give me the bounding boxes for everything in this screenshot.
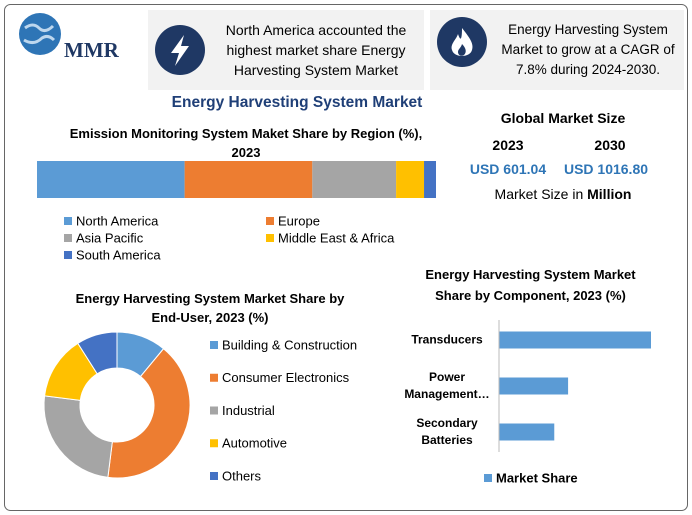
bar-segment	[37, 161, 185, 198]
main-title: Energy Harvesting System Market	[171, 94, 423, 111]
legend-label: Consumer Electronics	[222, 370, 350, 385]
bar	[499, 331, 651, 349]
bar-segment	[396, 161, 425, 198]
legend-label: Asia Pacific	[76, 230, 144, 245]
legend-label: Building & Construction	[222, 337, 357, 352]
legend-label: Market Share	[496, 470, 578, 485]
chart-title: Energy Harvesting System Market Share by…	[75, 291, 345, 325]
legend-label: Europe	[278, 213, 320, 228]
legend-swatch	[64, 217, 72, 225]
chart-title: Energy Harvesting System Market Share by…	[425, 267, 636, 303]
callout-text: Energy Harvesting System Market to grow …	[501, 22, 675, 77]
legend-swatch	[266, 234, 274, 242]
market-size-year: 2023	[492, 137, 524, 153]
donut-slice	[107, 348, 191, 479]
unit-prefix: Market Size in	[494, 186, 584, 202]
legend-swatch	[64, 251, 72, 259]
market-size-unit: Market Size in Million	[463, 186, 663, 202]
callout-text: North America accounted the highest mark…	[225, 22, 407, 78]
legend-label: South America	[76, 247, 161, 262]
bar	[499, 377, 569, 395]
logo-text: MMR	[64, 38, 119, 62]
flame-inner	[458, 44, 466, 56]
flame-icon	[451, 28, 473, 56]
legend-swatch	[210, 373, 218, 382]
legend-label: Automotive	[222, 436, 287, 451]
chart-title: Emission Monitoring System Maket Share b…	[69, 126, 423, 160]
market-size-year: 2030	[594, 137, 626, 153]
legend-swatch	[266, 217, 274, 225]
legend-label: Middle East & Africa	[278, 230, 395, 245]
bar-segment	[424, 161, 436, 198]
legend-label: North America	[76, 213, 159, 228]
y-tick-label: Power Management…	[404, 370, 490, 401]
legend-swatch	[210, 341, 218, 349]
legend-label: Others	[222, 468, 262, 483]
market-size-value: USD 1016.80	[563, 161, 649, 177]
logo-land	[23, 23, 56, 45]
donut-slice	[77, 331, 118, 375]
y-tick-label: Secondary Batteries	[416, 416, 478, 447]
donut-slice	[43, 395, 113, 478]
unit: Million	[587, 186, 632, 202]
market-size-title: Global Market Size	[500, 110, 626, 126]
legend-swatch	[210, 406, 218, 415]
legend-swatch	[210, 472, 218, 480]
legend-swatch	[210, 439, 218, 448]
logo-globe	[19, 13, 61, 55]
y-tick-label: Transducers	[411, 332, 483, 347]
market-size-value: USD 601.04	[469, 161, 547, 177]
bar-segment	[312, 161, 397, 198]
frame	[4, 4, 688, 511]
legend-swatch	[64, 234, 72, 242]
legend-label: Industrial	[222, 403, 275, 418]
bolt-icon	[171, 35, 189, 66]
bar	[499, 423, 555, 441]
bar-segment	[184, 161, 313, 198]
legend-swatch	[484, 474, 492, 482]
